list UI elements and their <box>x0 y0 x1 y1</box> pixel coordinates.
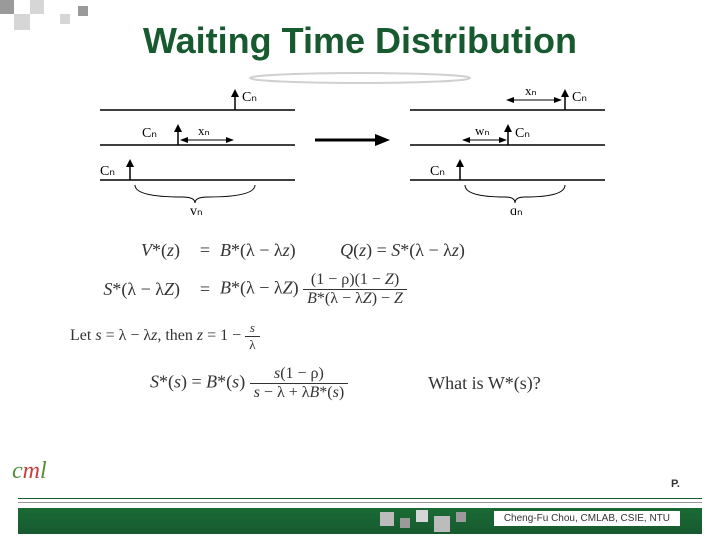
svg-text:wₙ: wₙ <box>475 123 490 138</box>
what-is-text: What is W*(s)? <box>428 373 541 394</box>
lab-logo: cml <box>12 458 47 485</box>
svg-text:xₙ: xₙ <box>525 85 537 98</box>
svg-text:vₙ: vₙ <box>190 204 203 215</box>
title-underline-decor <box>245 70 475 86</box>
let-line: Let s = λ − λz, then z = 1 − s λ <box>70 320 650 353</box>
svg-text:Cₙ: Cₙ <box>242 90 257 105</box>
svg-text:qₙ: qₙ <box>510 204 523 215</box>
page-number: P. <box>671 478 680 490</box>
footer-squares-decor <box>380 508 500 534</box>
timing-diagram: Cₙ Cₙ Cₙ xₙ vₙ Cₙ xₙ Cₙ <box>100 85 620 215</box>
footer: Cheng-Fu Chou, CMLAB, CSIE, NTU <box>0 498 720 540</box>
equations-block: V*(z) = B*(λ − λz) Q(z) = S*(λ − λz) S*(… <box>70 240 650 402</box>
svg-text:Cₙ: Cₙ <box>100 164 115 179</box>
footer-credit: Cheng-Fu Chou, CMLAB, CSIE, NTU <box>494 511 680 526</box>
slide-title: Waiting Time Distribution <box>0 20 720 62</box>
svg-text:Cₙ: Cₙ <box>142 126 157 141</box>
svg-text:Cₙ: Cₙ <box>572 90 587 105</box>
svg-text:xₙ: xₙ <box>198 123 210 138</box>
svg-text:Cₙ: Cₙ <box>430 164 445 179</box>
svg-text:Cₙ: Cₙ <box>515 126 530 141</box>
